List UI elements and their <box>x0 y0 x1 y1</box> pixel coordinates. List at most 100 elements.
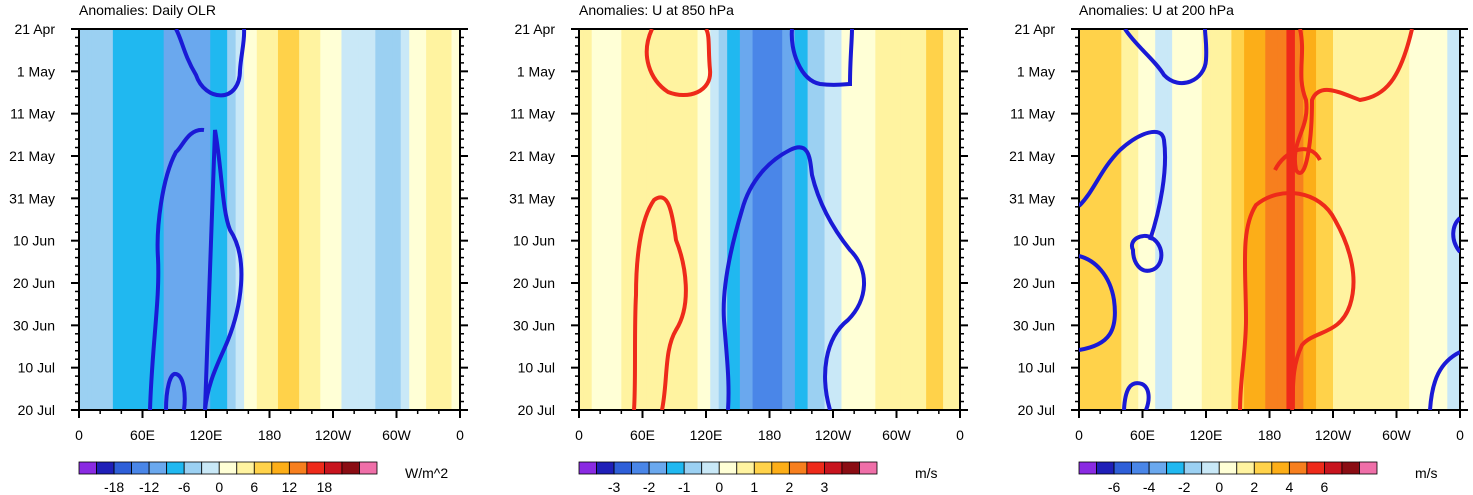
overlay-contours-static <box>148 29 1460 410</box>
olr-field-band <box>294 29 300 410</box>
olr-field-band <box>392 29 398 410</box>
olr-field-band <box>303 29 309 410</box>
u850-field-band <box>849 29 855 410</box>
u850-colorbar-label: 0 <box>715 479 723 495</box>
olr-colorbar-swatch <box>341 461 360 475</box>
olr-field-band <box>129 29 135 410</box>
u850-colorbar-swatch <box>859 461 878 475</box>
u200-x-tick-label: 180 <box>1258 427 1282 443</box>
u200-colorbar-label: 0 <box>1215 479 1223 495</box>
u200-field-band <box>1210 29 1216 410</box>
u850-field-band <box>807 29 813 410</box>
u850-field-band <box>634 29 639 410</box>
olr-field-band <box>235 29 241 410</box>
u200-field-band <box>1358 29 1364 410</box>
u200-colorbar-label: 4 <box>1285 479 1293 495</box>
u200-field-band <box>1100 29 1105 410</box>
u850-field-band <box>697 29 703 410</box>
u200-field-band <box>1112 29 1118 410</box>
u850-field-band <box>875 29 881 410</box>
u200-y-tick-label: 10 Jun <box>1013 233 1055 249</box>
u850-field-band <box>790 29 796 410</box>
u850-field-band <box>608 29 614 410</box>
u850-field-band <box>794 29 800 410</box>
u200-field-band <box>1434 29 1440 410</box>
u850-y-tick-label: 11 May <box>510 106 555 122</box>
olr-field-band <box>320 29 326 410</box>
olr-x-tick-label: 180 <box>258 427 282 443</box>
u200-field-band <box>1095 29 1101 410</box>
olr-field-band <box>269 29 275 410</box>
u850-field-band <box>938 29 944 410</box>
olr-field-band <box>349 29 355 410</box>
u850-field-band <box>892 29 898 410</box>
u200-field-band <box>1371 29 1376 410</box>
u850-field-band <box>718 29 724 410</box>
u200-field-band <box>1286 29 1292 410</box>
u850-field-band <box>947 29 953 410</box>
olr-field-band <box>324 29 330 410</box>
u850-field-band <box>591 29 597 410</box>
u850-field-band <box>727 29 732 410</box>
olr-colorbar-swatch <box>324 461 343 475</box>
u200-colorbar-swatch <box>1253 461 1273 475</box>
u850-field-band <box>820 29 826 410</box>
olr-colorbar-swatch <box>288 461 308 475</box>
u850-y-tick-label: 21 Apr <box>515 21 556 37</box>
u200-field-band <box>1214 29 1220 410</box>
u200-field-band <box>1083 29 1089 410</box>
olr-colorbar-swatch <box>183 461 203 475</box>
u200-field-band <box>1426 29 1431 410</box>
u850-colorbar-swatch <box>753 461 773 475</box>
u200-field-band <box>1379 29 1385 410</box>
u200-field-band <box>1366 29 1372 410</box>
u850-field-band <box>943 29 948 410</box>
u850-colorbar-swatch <box>648 461 668 475</box>
u850-field-band <box>883 29 889 410</box>
u200-y-tick-label: 21 May <box>1009 148 1055 164</box>
u200-field-band <box>1400 29 1406 410</box>
olr-field-band <box>180 29 186 410</box>
u850-colorbar-label: 2 <box>785 479 793 495</box>
u850-field-band <box>866 29 872 410</box>
olr-colorbar-swatch <box>359 461 378 475</box>
u200-y-tick-label: 10 Jul <box>1018 360 1055 376</box>
u200-field-band <box>1138 29 1144 410</box>
u200-field-band <box>1197 29 1203 410</box>
olr-field-band <box>227 29 232 410</box>
u200-field-band <box>1316 29 1321 410</box>
u200-x-tick-label: 60E <box>1130 427 1155 443</box>
u200-field-band <box>1189 29 1194 410</box>
u200-field-band <box>1392 29 1398 410</box>
u850-field-band <box>684 29 690 410</box>
u200-field-band <box>1108 29 1114 410</box>
olr-y-tick-label: 30 Jun <box>13 317 55 333</box>
olr-colorbar-swatch <box>148 461 168 475</box>
u200-field-band <box>1163 29 1169 410</box>
u850-field-band <box>782 29 788 410</box>
u850-field-band <box>909 29 915 410</box>
u850-field-band <box>799 29 804 410</box>
u850-field-band <box>858 29 864 410</box>
u200-field-band <box>1104 29 1110 410</box>
u850-field-band <box>862 29 868 410</box>
u850-field-band <box>841 29 847 410</box>
olr-field-band <box>316 29 321 410</box>
u200-field-band <box>1125 29 1131 410</box>
u200-field-band <box>1328 29 1334 410</box>
u200-field <box>1079 29 1460 410</box>
olr-colorbar-swatch <box>201 461 220 475</box>
olr-field-band <box>333 29 338 410</box>
olr-y-tick-label: 1 May <box>17 63 55 79</box>
u850-field-band <box>934 29 940 410</box>
olr-field-band <box>388 29 393 410</box>
u850-field-band <box>824 29 830 410</box>
u850-field-band <box>612 29 618 410</box>
u200-field-band <box>1311 29 1317 410</box>
u850-y-tick-label: 1 May <box>517 63 555 79</box>
olr-field-band <box>252 29 258 410</box>
olr-colorbar-label: 18 <box>317 479 333 495</box>
u200-colorbar-swatch <box>1166 461 1185 475</box>
olr-colorbar-swatch <box>271 461 290 475</box>
